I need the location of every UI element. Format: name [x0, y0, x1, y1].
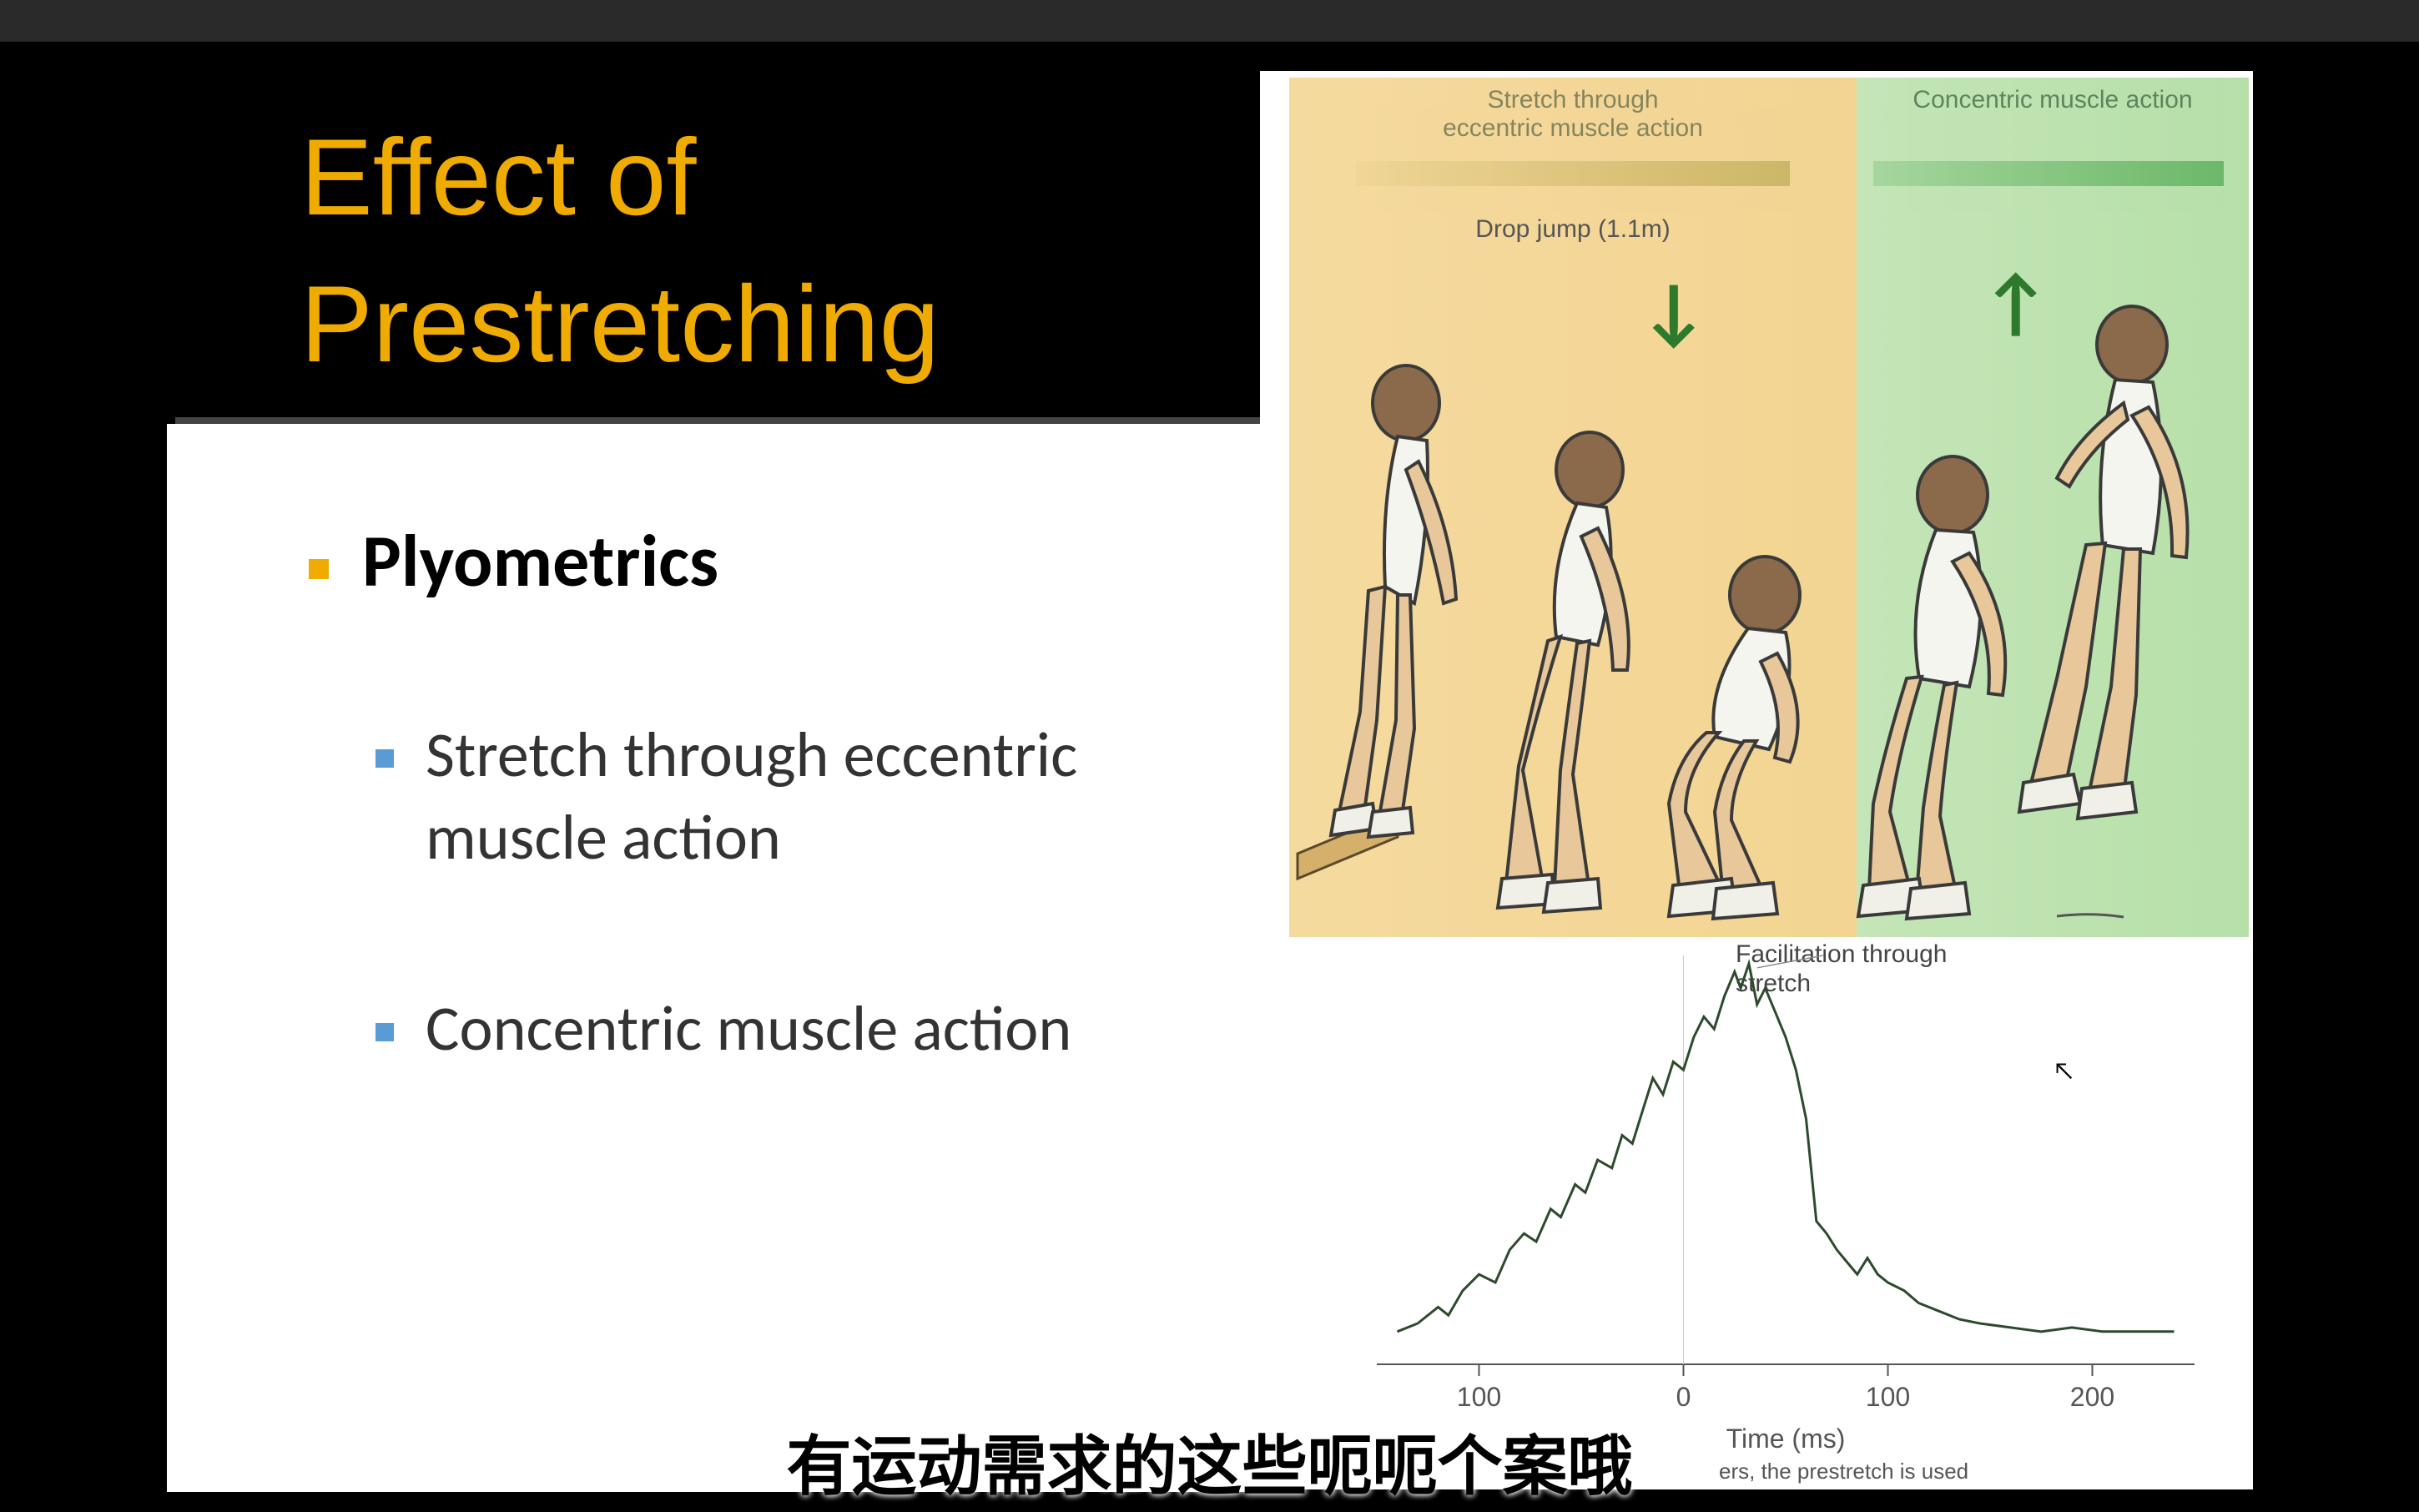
cursor-icon: ↖	[2053, 1056, 2074, 1086]
bullet-sub-2: Concentric muscle action	[375, 988, 1210, 1071]
title-area: Effect of Prestretching	[175, 71, 1260, 413]
bullet-marker-icon	[375, 749, 394, 768]
figure-caption-fragment: ers, the prestretch is used	[1719, 1459, 1968, 1484]
bullet-sub-2-text: Concentric muscle action	[426, 988, 1071, 1071]
title-line-1: Effect of	[300, 116, 697, 238]
svg-text:0: 0	[1676, 1382, 1691, 1412]
slide-title: Effect of Prestretching	[300, 104, 1260, 397]
svg-text:Time (ms): Time (ms)	[1726, 1424, 1846, 1454]
concentric-zone-label: Concentric muscle action	[1857, 86, 2249, 114]
bullet-sub-1-text: Stretch through eccentric muscle action	[426, 714, 1110, 879]
slide: Effect of Prestretching Plyometrics Stre…	[175, 71, 2253, 1489]
bullet-main: Plyometrics	[309, 516, 1210, 606]
plyometric-figures-illustration	[1289, 270, 2249, 937]
content-area: Plyometrics Stretch through eccentric mu…	[167, 424, 1260, 1492]
illustration: Stretch through eccentric muscle action …	[1289, 78, 2249, 937]
eccentric-zone-label: Stretch through eccentric muscle action	[1289, 86, 1857, 143]
bullet-marker-icon	[375, 1023, 394, 1041]
title-line-2: Prestretching	[300, 263, 940, 385]
svg-text:100: 100	[1457, 1382, 1501, 1412]
bullet-sub-1: Stretch through eccentric muscle action	[375, 714, 1210, 879]
video-subtitle: 有运动需求的这些呃呃个案哦	[786, 1414, 1632, 1508]
app-top-bar	[0, 0, 2419, 42]
emg-chart: 100 0 100 200 Time (ms)	[1310, 939, 2228, 1456]
concentric-gradient-bar	[1873, 161, 2224, 186]
figure-area: Stretch through eccentric muscle action …	[1260, 71, 2253, 1489]
svg-text:200: 200	[2070, 1382, 2114, 1412]
title-underline	[175, 417, 1260, 424]
svg-text:100: 100	[1866, 1382, 1910, 1412]
eccentric-gradient-bar	[1356, 161, 1790, 186]
bullet-marker-icon	[309, 559, 329, 579]
drop-jump-label: Drop jump (1.1m)	[1289, 215, 1857, 244]
bullet-main-text: Plyometrics	[362, 516, 718, 606]
